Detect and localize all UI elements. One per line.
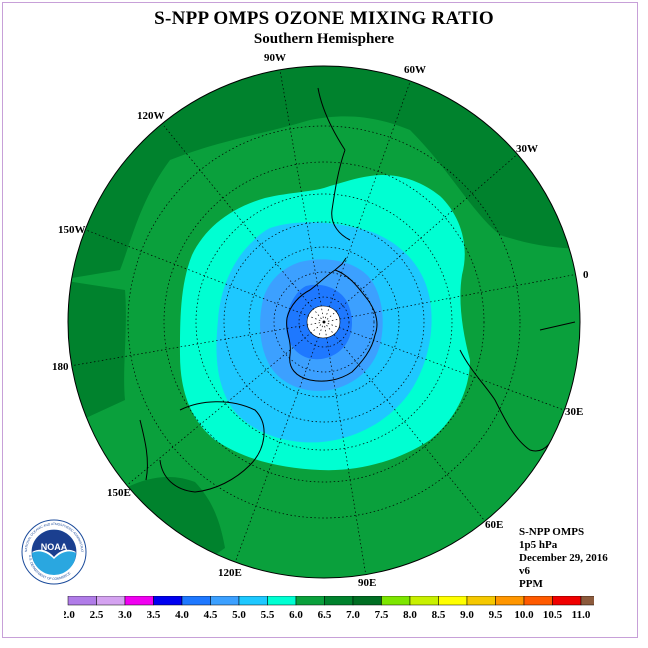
colorbar-tick-label: 5.0: [232, 609, 246, 621]
info-version: v6: [519, 565, 530, 577]
colorbar-tick-label: 4.5: [204, 609, 218, 621]
lon-label-150e: 150E: [107, 487, 131, 499]
colorbar-tick-label: 10.0: [514, 609, 534, 621]
meridians: [69, 69, 579, 577]
colorbar-swatch: [352, 596, 382, 606]
colorbar-swatch: [153, 596, 183, 606]
colorbar-tick-label: 10.5: [543, 609, 563, 621]
lon-label-120e: 120E: [218, 567, 242, 579]
colorbar-tick-label: 3.0: [118, 609, 132, 621]
colorbar-swatch: [552, 596, 582, 606]
coastline-south-america: [317, 87, 351, 241]
noaa-logo-sea: [32, 551, 76, 575]
colorbar-swatch: [523, 596, 553, 606]
colorbar-tick-label: 4.0: [175, 609, 189, 621]
colorbar-swatch: [210, 596, 240, 606]
lon-label-0: 0: [583, 269, 589, 281]
lon-label-90e: 90E: [358, 577, 376, 589]
colorbar-swatch: [181, 596, 211, 606]
colorbar-swatch: [438, 596, 468, 606]
info-units: PPM: [519, 578, 543, 590]
lon-label-30e: 30E: [565, 406, 583, 418]
info-level: 1p5 hPa: [519, 539, 558, 551]
lon-label-180: 180: [52, 361, 69, 373]
coastline-australia: [159, 401, 265, 493]
noaa-logo-sky: [32, 530, 76, 557]
coastline-antarctica: [286, 269, 378, 382]
colorbar-tick-label: 5.5: [261, 609, 275, 621]
colorbar-tick-label: 9.0: [460, 609, 474, 621]
colorbar-swatch: [96, 596, 126, 606]
colorbar-tick-label: 8.0: [403, 609, 417, 621]
lon-label-150w: 150W: [58, 224, 86, 236]
noaa-logo-text: NOAA: [41, 542, 68, 552]
coastline-south-africa-tip: [539, 321, 576, 331]
coastlines: [139, 87, 576, 493]
colorbar-swatch: [409, 596, 439, 606]
figure-title: S-NPP OMPS OZONE MIXING RATIO: [154, 8, 494, 29]
colorbar-tick-label: 6.0: [289, 609, 303, 621]
colorbar-tick-label: 7.5: [375, 609, 389, 621]
map-boundary: [67, 65, 581, 579]
lon-label-60w: 60W: [404, 64, 426, 76]
colorbar-tick-label: 11.0: [572, 609, 591, 621]
colorbar-swatch: [580, 596, 594, 606]
colorbar-tick-label: 8.5: [432, 609, 446, 621]
colorbar-swatch: [295, 596, 325, 606]
info-instrument: S-NPP OMPS: [519, 526, 585, 538]
colorbar-swatch: [495, 596, 525, 606]
colorbar-swatch: [124, 596, 154, 606]
lon-label-30w: 30W: [516, 143, 538, 155]
colorbar-swatch: [324, 596, 354, 606]
colorbar-tick-label: 6.5: [318, 609, 332, 621]
colorbar-swatch: [67, 596, 97, 606]
field-7.0-7.5-north: [68, 66, 580, 280]
info-date: December 29, 2016: [519, 552, 608, 564]
lon-label-90w: 90W: [264, 52, 286, 64]
colorbar-tick-label: 3.5: [147, 609, 161, 621]
noaa-logo: NOAA NATIONAL OCEANIC AND ATMOSPHERIC AD…: [21, 519, 87, 585]
colorbar-swatch: [267, 596, 297, 606]
colorbar-swatch: [238, 596, 268, 606]
colorbar-tick-label: 2.5: [90, 609, 104, 621]
coastline-new-zealand: [139, 419, 148, 481]
coastline-antarctic-peninsula: [334, 257, 347, 271]
colorbar-swatch: [381, 596, 411, 606]
lon-label-120w: 120W: [137, 110, 165, 122]
lon-label-60e: 60E: [485, 519, 503, 531]
colorbar-tick-label: 9.5: [489, 609, 503, 621]
colorbar-tick-label: 2.0: [64, 609, 75, 621]
figure-frame: [2, 2, 638, 638]
figure-subtitle: Southern Hemisphere: [253, 31, 395, 47]
latitude-circles: [127, 125, 521, 519]
colorbar: 2.0 2.5 3.0 3.5 4.0 4.5 5.0 5.5 6.0 6.5 7.0 7.5 8.0 8…: [64, 596, 594, 621]
colorbar-tick-label: 7.0: [346, 609, 360, 621]
colorbar-swatch: [466, 596, 496, 606]
info-block: S-NPP OMPS 1p5 hPa December 29, 2016 v6 …: [519, 526, 608, 591]
